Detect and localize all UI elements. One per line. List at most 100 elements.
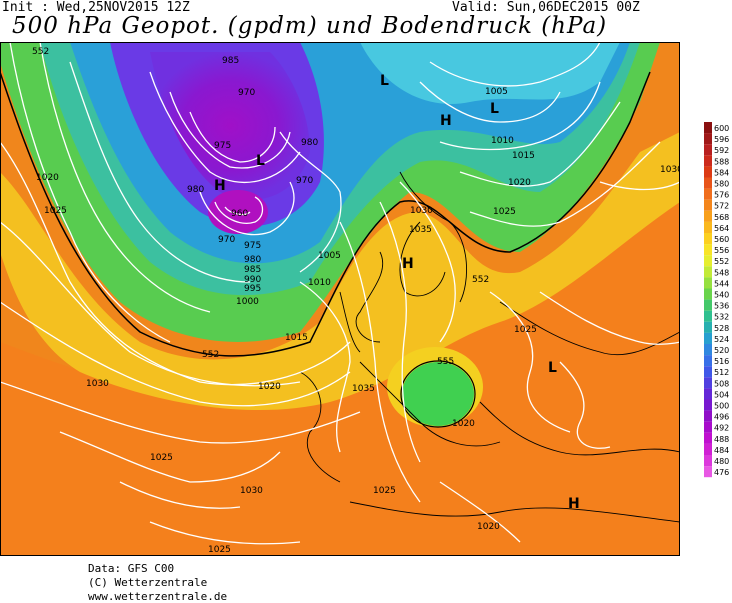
legend-label: 508 <box>714 379 729 388</box>
orange-band <box>0 152 680 556</box>
label-103-edge: 1030 <box>660 165 680 175</box>
label-1030-scand: 1030 <box>410 206 433 216</box>
label-1025-e: 1025 <box>514 325 537 335</box>
legend-label: 524 <box>714 335 729 344</box>
legend-label: 552 <box>714 257 729 266</box>
legend-swatch <box>704 210 712 222</box>
low-l-east: L <box>548 360 557 376</box>
legend-swatch <box>704 377 712 389</box>
legend-label: 492 <box>714 424 729 433</box>
legend-label: 588 <box>714 157 729 166</box>
legend-swatch <box>704 321 712 333</box>
weather-map: 552 1020 1025 985 970 975 980 970 980 96… <box>0 42 680 556</box>
legend-label: 528 <box>714 324 729 333</box>
cutoff-low-green <box>402 362 474 426</box>
legend-swatch <box>704 133 712 145</box>
high-h-west: H <box>214 178 226 194</box>
label-552-sw: 552 <box>202 350 219 360</box>
legend-swatch <box>704 244 712 256</box>
label-552-nw: 552 <box>32 47 49 57</box>
label-975-w: 975 <box>214 141 231 151</box>
legend-label: 568 <box>714 213 729 222</box>
legend-swatch <box>704 455 712 467</box>
map-border <box>0 42 680 556</box>
label-1020-ne: 1020 <box>508 178 531 188</box>
legend-swatch <box>704 310 712 322</box>
legend-label: 580 <box>714 180 729 189</box>
label-1025-s: 1025 <box>373 486 396 496</box>
legend-label: 480 <box>714 457 729 466</box>
legend-swatch <box>704 466 712 478</box>
high-h-scand: H <box>402 256 414 272</box>
label-980-e: 980 <box>301 138 318 148</box>
legend-label: 584 <box>714 168 729 177</box>
label-1035-scand: 1035 <box>409 225 432 235</box>
legend-swatch <box>704 155 712 167</box>
label-1015-ne: 1015 <box>512 151 535 161</box>
chart-title: 500 hPa Geopot. (gpdm) und Bodendruck (h… <box>12 13 608 39</box>
legend-label: 488 <box>714 435 729 444</box>
contour-552-cutoff <box>400 360 476 428</box>
contour-552 <box>0 71 651 357</box>
isobars <box>0 42 680 545</box>
legend-label: 484 <box>714 446 729 455</box>
legend-swatch <box>704 288 712 300</box>
low-l-north: L <box>380 73 389 89</box>
footer-copyright: (C) Wetterzentrale <box>88 576 208 589</box>
label-1030-w: 1030 <box>86 379 109 389</box>
legend-swatch <box>704 299 712 311</box>
label-985: 985 <box>222 56 239 66</box>
label-555: 555 <box>437 357 454 367</box>
label-1025-sw: 1025 <box>150 453 173 463</box>
legend-swatch <box>704 122 712 134</box>
label-975-s: 975 <box>244 241 261 251</box>
legend-label: 564 <box>714 224 729 233</box>
legend-swatch <box>704 344 712 356</box>
legend-swatch <box>704 399 712 411</box>
legend-label: 592 <box>714 146 729 155</box>
label-980-s: 980 <box>244 255 261 265</box>
legend-swatch <box>704 421 712 433</box>
pressure-labels: 552 1020 1025 985 970 975 980 970 980 96… <box>32 47 680 555</box>
label-1020-med: 1020 <box>452 419 475 429</box>
legend-label: 576 <box>714 191 729 200</box>
label-1015-w: 1015 <box>285 333 308 343</box>
low-l-center: L <box>256 153 265 169</box>
legend-label: 560 <box>714 235 729 244</box>
legend-label: 476 <box>714 468 729 477</box>
legend-swatch <box>704 221 712 233</box>
init-time: Init : Wed,25NOV2015 12Z <box>2 0 190 15</box>
legend-swatch <box>704 432 712 444</box>
high-h-se: H <box>568 496 580 512</box>
footer-data-source: Data: GFS C00 <box>88 562 175 575</box>
label-1000: 1000 <box>236 297 259 307</box>
legend-swatch <box>704 277 712 289</box>
label-1005-c: 1005 <box>318 251 341 261</box>
legend-label: 556 <box>714 246 729 255</box>
label-1025-bottom: 1025 <box>208 545 231 555</box>
label-1010-c: 1010 <box>308 278 331 288</box>
coastlines <box>299 171 680 523</box>
label-1020-w: 1020 <box>36 173 59 183</box>
legend-swatch <box>704 410 712 422</box>
label-1025-ne: 1025 <box>493 207 516 217</box>
low-l-ne: L <box>490 101 499 117</box>
label-1035-c: 1035 <box>352 384 375 394</box>
legend-swatch <box>704 266 712 278</box>
legend-swatch <box>704 144 712 156</box>
label-960: 960 <box>231 209 248 219</box>
legend-label: 516 <box>714 357 729 366</box>
label-1025-w: 1025 <box>44 206 67 216</box>
legend-label: 520 <box>714 346 729 355</box>
legend-label: 500 <box>714 402 729 411</box>
legend-label: 596 <box>714 135 729 144</box>
yellow-band <box>0 132 680 411</box>
label-1010-ne: 1010 <box>491 136 514 146</box>
legend-label: 572 <box>714 202 729 211</box>
low-purple-core <box>150 52 310 200</box>
legend-swatch <box>704 443 712 455</box>
legend-swatch <box>704 332 712 344</box>
legend-swatch <box>704 366 712 378</box>
label-552-scand: 552 <box>472 275 489 285</box>
legend-swatch <box>704 177 712 189</box>
